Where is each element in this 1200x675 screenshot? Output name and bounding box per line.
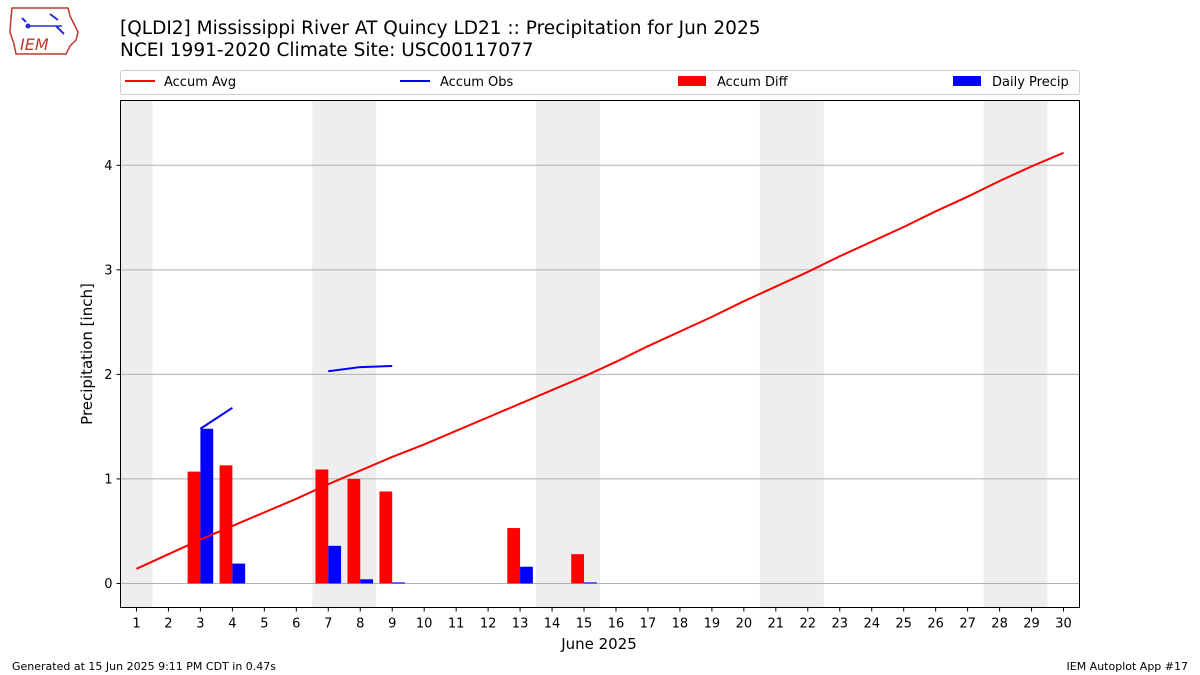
daily-precip-bar-15 bbox=[584, 582, 597, 584]
x-tick-label-28: 28 bbox=[991, 617, 1008, 632]
y-tick-label-4: 4 bbox=[104, 159, 112, 174]
daily-precip-bar-9 bbox=[392, 582, 406, 584]
accum-diff-bar-9 bbox=[379, 491, 393, 584]
x-tick-label-8: 8 bbox=[356, 617, 364, 632]
x-tick-label-19: 19 bbox=[704, 617, 721, 632]
x-tick-label-24: 24 bbox=[863, 617, 880, 632]
x-axis: 1 2 3 4 5 6 7 8 9 10 11 12 13 14 15 16 17 18 19 20 21 22 23 24 2… bbox=[132, 607, 1072, 632]
y-tick-label-0: 0 bbox=[104, 577, 112, 592]
daily-precip-bar-13 bbox=[520, 566, 533, 584]
daily-precip-bar-3 bbox=[200, 428, 214, 584]
line-layer bbox=[136, 151, 1064, 570]
legend: Accum Avg Accum Obs Accum Diff Daily Pre… bbox=[120, 70, 1080, 95]
x-tick-label-22: 22 bbox=[800, 617, 817, 632]
weekend-band-5 bbox=[983, 100, 1048, 608]
x-tick-label-14: 14 bbox=[544, 617, 561, 632]
x-tick-label-1: 1 bbox=[132, 617, 140, 632]
legend-diff-swatch bbox=[678, 76, 706, 86]
x-tick-label-17: 17 bbox=[640, 617, 657, 632]
bar-layer bbox=[187, 428, 597, 584]
weekend-band-4 bbox=[759, 100, 824, 608]
weekend-bands bbox=[120, 100, 1048, 608]
y-axis: 0 1 2 3 4 bbox=[104, 159, 121, 592]
x-tick-label-11: 11 bbox=[448, 617, 465, 632]
x-tick-label-20: 20 bbox=[736, 617, 753, 632]
x-tick-label-16: 16 bbox=[608, 617, 625, 632]
chart-title: [QLDI2] Mississippi River AT Quincy LD21… bbox=[120, 18, 760, 62]
x-tick-label-30: 30 bbox=[1055, 617, 1072, 632]
x-tick-label-18: 18 bbox=[672, 617, 689, 632]
x-tick-label-26: 26 bbox=[927, 617, 944, 632]
iem-logo: IEM bbox=[8, 6, 80, 62]
x-tick-label-13: 13 bbox=[512, 617, 529, 632]
x-tick-label-3: 3 bbox=[196, 617, 204, 632]
accum-obs-line-2 bbox=[328, 365, 393, 373]
x-tick-label-25: 25 bbox=[895, 617, 912, 632]
x-tick-label-9: 9 bbox=[388, 617, 396, 632]
x-tick-label-5: 5 bbox=[260, 617, 268, 632]
legend-diff-label: Accum Diff bbox=[717, 75, 789, 90]
x-tick-label-10: 10 bbox=[416, 617, 433, 632]
generated-footer: Generated at 15 Jun 2025 9:11 PM CDT in … bbox=[12, 660, 277, 673]
x-tick-label-7: 7 bbox=[324, 617, 332, 632]
accum-diff-bar-7 bbox=[315, 469, 329, 584]
legend-box bbox=[120, 70, 1080, 95]
accum-avg-line bbox=[136, 151, 1064, 570]
x-tick-label-15: 15 bbox=[576, 617, 593, 632]
x-tick-label-4: 4 bbox=[228, 617, 236, 632]
weekend-band-1 bbox=[120, 100, 153, 608]
y-tick-label-2: 2 bbox=[104, 368, 112, 383]
title-line-2: NCEI 1991-2020 Climate Site: USC00117077 bbox=[120, 40, 534, 61]
daily-precip-bar-8 bbox=[360, 579, 374, 584]
gridlines bbox=[120, 164, 1080, 584]
weekend-band-3 bbox=[536, 100, 600, 608]
x-tick-label-23: 23 bbox=[831, 617, 848, 632]
x-tick-label-12: 12 bbox=[480, 617, 497, 632]
legend-daily-swatch bbox=[953, 76, 981, 86]
daily-precip-bar-7 bbox=[328, 545, 342, 584]
app-footer: IEM Autoplot App #17 bbox=[1066, 660, 1189, 673]
daily-precip-bar-4 bbox=[232, 563, 246, 584]
legend-obs-label: Accum Obs bbox=[440, 75, 513, 90]
x-tick-label-21: 21 bbox=[768, 617, 785, 632]
legend-daily-label: Daily Precip bbox=[992, 75, 1069, 90]
y-tick-label-1: 1 bbox=[104, 472, 112, 487]
accum-diff-bar-15 bbox=[571, 554, 585, 584]
legend-avg-label: Accum Avg bbox=[164, 75, 236, 90]
accum-diff-bar-13 bbox=[507, 528, 521, 584]
y-tick-label-3: 3 bbox=[104, 263, 112, 278]
accum-diff-bar-8 bbox=[347, 478, 361, 584]
x-axis-label: June 2025 bbox=[560, 635, 637, 653]
accum-diff-bar-3 bbox=[187, 471, 201, 584]
accum-diff-bar-4 bbox=[219, 465, 233, 584]
x-tick-label-2: 2 bbox=[164, 617, 172, 632]
y-axis-label: Precipitation [inch] bbox=[78, 283, 96, 425]
plot-frame bbox=[120, 100, 1080, 608]
x-tick-label-27: 27 bbox=[959, 617, 976, 632]
accum-obs-line-1 bbox=[199, 406, 233, 430]
x-tick-label-29: 29 bbox=[1023, 617, 1040, 632]
logo-text: IEM bbox=[20, 35, 49, 54]
x-tick-label-6: 6 bbox=[292, 617, 300, 632]
title-line-1: [QLDI2] Mississippi River AT Quincy LD21… bbox=[120, 18, 761, 39]
